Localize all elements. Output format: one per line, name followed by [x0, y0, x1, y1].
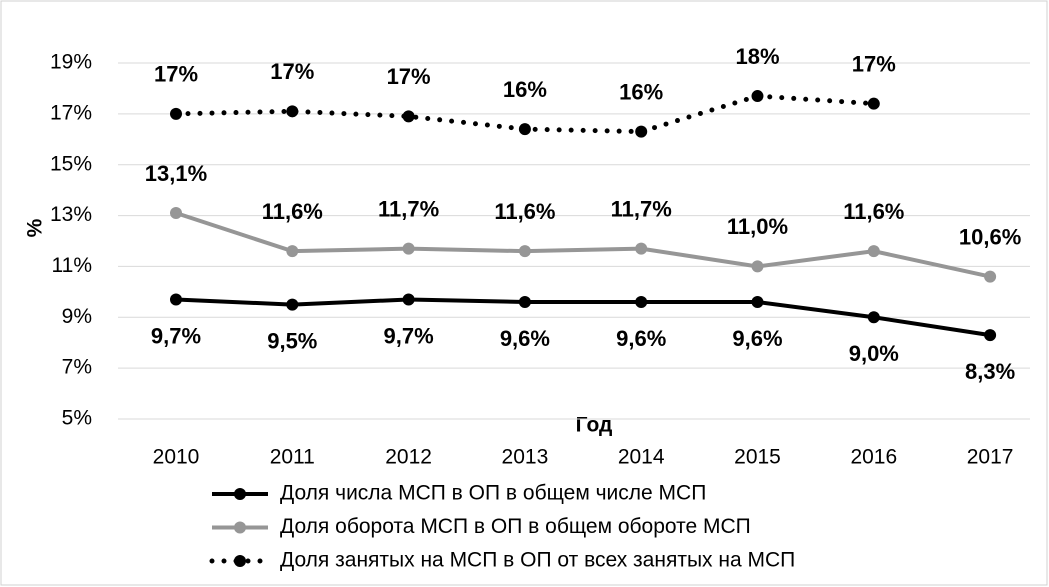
- data-label: 18%: [735, 44, 779, 69]
- data-label: 11,6%: [494, 199, 555, 224]
- data-label: 16%: [503, 77, 547, 102]
- series-line: [175, 211, 991, 279]
- data-point: [984, 329, 997, 342]
- x-tick-label: 2014: [618, 446, 665, 469]
- data-point: [751, 296, 764, 309]
- legend-marker: [234, 555, 246, 567]
- data-label: 17%: [154, 62, 198, 87]
- y-tick-label: 7%: [62, 356, 92, 379]
- data-label: 9,5%: [267, 328, 317, 353]
- data-point: [751, 90, 764, 103]
- data-point: [170, 207, 182, 220]
- y-axis-label: %: [24, 218, 47, 237]
- data-point: [518, 245, 531, 258]
- data-label: 17%: [387, 64, 431, 89]
- x-axis-label: Год: [576, 414, 613, 437]
- data-point: [286, 105, 299, 118]
- y-tick-label: 19%: [50, 51, 92, 74]
- data-label: 8,3%: [965, 359, 1015, 384]
- x-tick-label: 2015: [734, 446, 781, 469]
- series-line: [175, 297, 991, 338]
- data-point: [286, 245, 299, 258]
- data-label: 9,6%: [616, 326, 666, 351]
- data-label: 9,7%: [151, 323, 201, 348]
- data-label: 9,7%: [384, 323, 434, 348]
- data-point: [170, 293, 182, 306]
- data-point: [635, 125, 648, 138]
- data-point: [170, 107, 182, 120]
- y-tick-label: 9%: [62, 305, 92, 328]
- data-label: 11,7%: [611, 196, 672, 221]
- data-label: 9,6%: [732, 326, 782, 351]
- data-point: [867, 311, 880, 324]
- data-label: 17%: [270, 59, 314, 84]
- data-point: [402, 110, 415, 123]
- data-point: [751, 260, 764, 273]
- y-tick-label: 13%: [50, 203, 92, 226]
- data-label: 17%: [852, 51, 896, 76]
- data-point: [402, 242, 415, 255]
- data-label: 10,6%: [959, 224, 1021, 249]
- legend-marker: [234, 488, 246, 500]
- data-point: [984, 270, 997, 283]
- y-tick-label: 5%: [62, 407, 92, 430]
- data-label: 9,0%: [849, 341, 899, 366]
- x-tick-label: 2010: [153, 446, 200, 469]
- x-tick-label: 2017: [967, 446, 1014, 469]
- data-point: [518, 123, 531, 136]
- data-point: [402, 293, 415, 306]
- data-label: 16%: [619, 79, 663, 104]
- y-tick-label: 15%: [50, 152, 92, 175]
- x-tick-label: 2011: [270, 446, 315, 469]
- x-tick-label: 2016: [850, 446, 897, 469]
- data-point: [867, 245, 880, 258]
- legend-marker: [234, 521, 246, 534]
- legend-label: Доля числа МСП в ОП в общем числе МСП: [280, 482, 706, 505]
- x-tick-label: 2013: [502, 446, 549, 469]
- data-label: 11,7%: [378, 196, 439, 221]
- data-label: 11,6%: [262, 199, 323, 224]
- data-label: 9,6%: [500, 326, 550, 351]
- data-point: [518, 296, 531, 309]
- data-label: 13,1%: [145, 161, 207, 186]
- data-point: [867, 97, 880, 110]
- data-label: 11,0%: [727, 214, 788, 239]
- y-tick-label: 11%: [52, 254, 92, 277]
- data-label: 11,6%: [843, 199, 904, 224]
- legend-label: Доля занятых на МСП в ОП от всех занятых…: [280, 549, 795, 572]
- y-tick-label: 17%: [50, 101, 92, 124]
- data-point: [286, 298, 299, 311]
- legend-label: Доля оборота МСП в ОП в общем обороте МС…: [280, 515, 751, 538]
- data-point: [635, 242, 648, 255]
- x-tick-label: 2012: [385, 446, 432, 469]
- data-point: [635, 296, 648, 309]
